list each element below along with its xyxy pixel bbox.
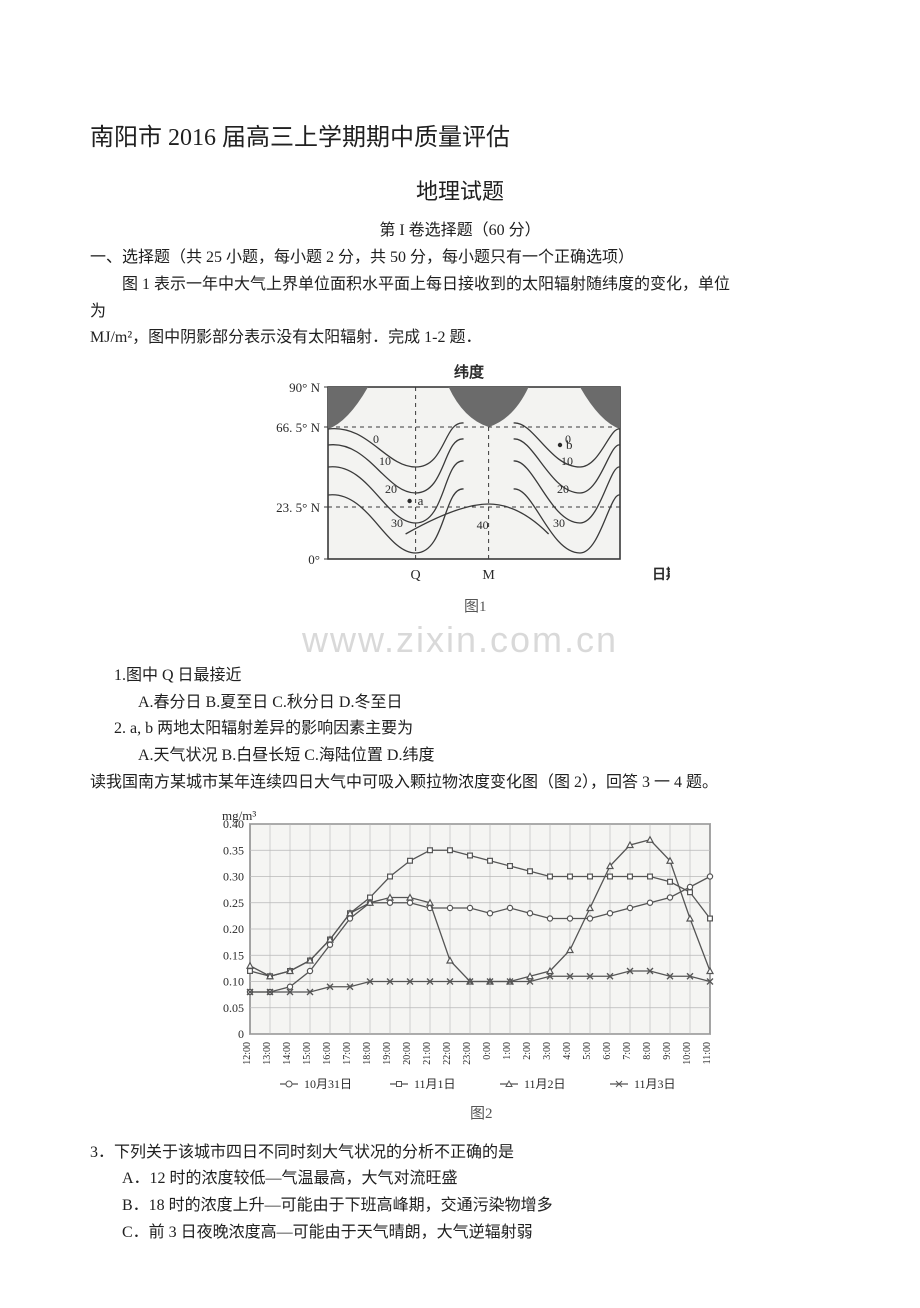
q3-opt-c: C．前 3 日夜晚浓度高—可能由于天气晴朗，大气逆辐射弱	[90, 1221, 830, 1246]
svg-text:30: 30	[553, 516, 565, 530]
svg-text:6:00: 6:00	[602, 1042, 613, 1060]
svg-text:66. 5° N: 66. 5° N	[276, 420, 320, 435]
q2-options: A.天气状况 B.白昼长短 C.海陆位置 D.纬度	[90, 744, 830, 769]
mcq-heading: 一、选择题（共 25 小题，每小题 2 分，共 50 分，每小题只有一个正确选项…	[90, 246, 830, 271]
figure-1-svg: 纬度90° N66. 5° N23. 5° N0°QM日期00101020203…	[250, 359, 670, 619]
svg-text:0.20: 0.20	[223, 922, 244, 936]
svg-text:23. 5° N: 23. 5° N	[276, 500, 320, 515]
q2: 2. a, b 两地太阳辐射差异的影响因素主要为	[90, 717, 830, 742]
svg-text:3:00: 3:00	[542, 1042, 553, 1060]
svg-text:10: 10	[561, 454, 573, 468]
q1: 1.图中 Q 日最接近	[90, 664, 830, 689]
svg-text:14:00: 14:00	[282, 1042, 293, 1065]
figure-1: 纬度90° N66. 5° N23. 5° N0°QM日期00101020203…	[90, 359, 830, 628]
svg-text:21:00: 21:00	[422, 1042, 433, 1065]
svg-text:22:00: 22:00	[442, 1042, 453, 1065]
svg-text:20: 20	[557, 482, 569, 496]
q1-options: A.春分日 B.夏至日 C.秋分日 D.冬至日	[90, 691, 830, 716]
section-label: 第 I 卷选择题（60 分）	[180, 219, 740, 244]
svg-text:20: 20	[385, 482, 397, 496]
svg-text:20:00: 20:00	[402, 1042, 413, 1065]
svg-text:M: M	[482, 568, 495, 583]
q3-opt-a: A．12 时的浓度较低—气温最高，大气对流旺盛	[90, 1167, 830, 1192]
svg-text:0.35: 0.35	[223, 843, 244, 857]
svg-text:12:00: 12:00	[242, 1042, 253, 1065]
svg-text:4:00: 4:00	[562, 1042, 573, 1060]
svg-text:8:00: 8:00	[642, 1042, 653, 1060]
q3: 3．下列关于该城市四日不同时刻大气状况的分析不正确的是	[90, 1141, 830, 1166]
svg-text:18:00: 18:00	[362, 1042, 373, 1065]
svg-text:40: 40	[477, 518, 489, 532]
svg-text:15:00: 15:00	[302, 1042, 313, 1065]
svg-text:纬度: 纬度	[454, 363, 485, 381]
svg-text:23:00: 23:00	[462, 1042, 473, 1065]
page-title: 南阳市 2016 届高三上学期期中质量评估	[90, 120, 830, 157]
svg-text:10:00: 10:00	[682, 1042, 693, 1065]
svg-text:13:00: 13:00	[262, 1042, 273, 1065]
subject-title: 地理试题	[90, 175, 830, 209]
svg-text:b: b	[566, 437, 573, 452]
svg-text:30: 30	[391, 516, 403, 530]
svg-text:0: 0	[373, 432, 379, 446]
para1-line3: MJ/m²，图中阴影部分表示没有太阳辐射．完成 1-2 题．	[90, 326, 830, 351]
svg-text:a: a	[418, 493, 424, 508]
svg-text:7:00: 7:00	[622, 1042, 633, 1060]
svg-text:10: 10	[379, 454, 391, 468]
svg-text:日期: 日期	[652, 567, 670, 583]
svg-text:16:00: 16:00	[322, 1042, 333, 1065]
svg-text:17:00: 17:00	[342, 1042, 353, 1065]
svg-text:0.05: 0.05	[223, 1001, 244, 1015]
svg-text:0.25: 0.25	[223, 896, 244, 910]
svg-text:9:00: 9:00	[662, 1042, 673, 1060]
para1-line2: 为	[90, 300, 830, 325]
svg-text:1:00: 1:00	[502, 1042, 513, 1060]
svg-text:0:00: 0:00	[482, 1042, 493, 1060]
para1-line1: 图 1 表示一年中大气上界单位面积水平面上每日接收到的太阳辐射随纬度的变化，单位	[90, 273, 830, 298]
svg-text:图2: 图2	[470, 1105, 493, 1122]
svg-text:0.40: 0.40	[223, 817, 244, 831]
para2: 读我国南方某城市某年连续四日大气中可吸入颗拉物浓度变化图（图 2），回答 3 一…	[90, 771, 830, 796]
svg-text:19:00: 19:00	[382, 1042, 393, 1065]
svg-text:0.30: 0.30	[223, 869, 244, 883]
svg-text:11:00: 11:00	[702, 1042, 713, 1064]
figure-2: mg/m³0.400.350.300.250.200.150.100.05012…	[90, 804, 830, 1133]
svg-text:Q: Q	[411, 568, 421, 583]
svg-text:0: 0	[238, 1027, 244, 1041]
svg-text:0°: 0°	[308, 552, 320, 567]
q3-opt-b: B．18 时的浓度上升—可能由于下班高峰期，交通污染物增多	[90, 1194, 830, 1219]
svg-text:0.10: 0.10	[223, 974, 244, 988]
svg-text:2:00: 2:00	[522, 1042, 533, 1060]
svg-text:5:00: 5:00	[582, 1042, 593, 1060]
svg-text:图1: 图1	[464, 598, 487, 615]
svg-text:0.15: 0.15	[223, 948, 244, 962]
svg-text:11月3日: 11月3日	[634, 1077, 676, 1091]
svg-text:10月31日: 10月31日	[304, 1077, 352, 1091]
svg-text:11月2日: 11月2日	[524, 1077, 566, 1091]
svg-text:11月1日: 11月1日	[414, 1077, 456, 1091]
figure-2-svg: mg/m³0.400.350.300.250.200.150.100.05012…	[180, 804, 740, 1124]
svg-text:90° N: 90° N	[289, 380, 320, 395]
